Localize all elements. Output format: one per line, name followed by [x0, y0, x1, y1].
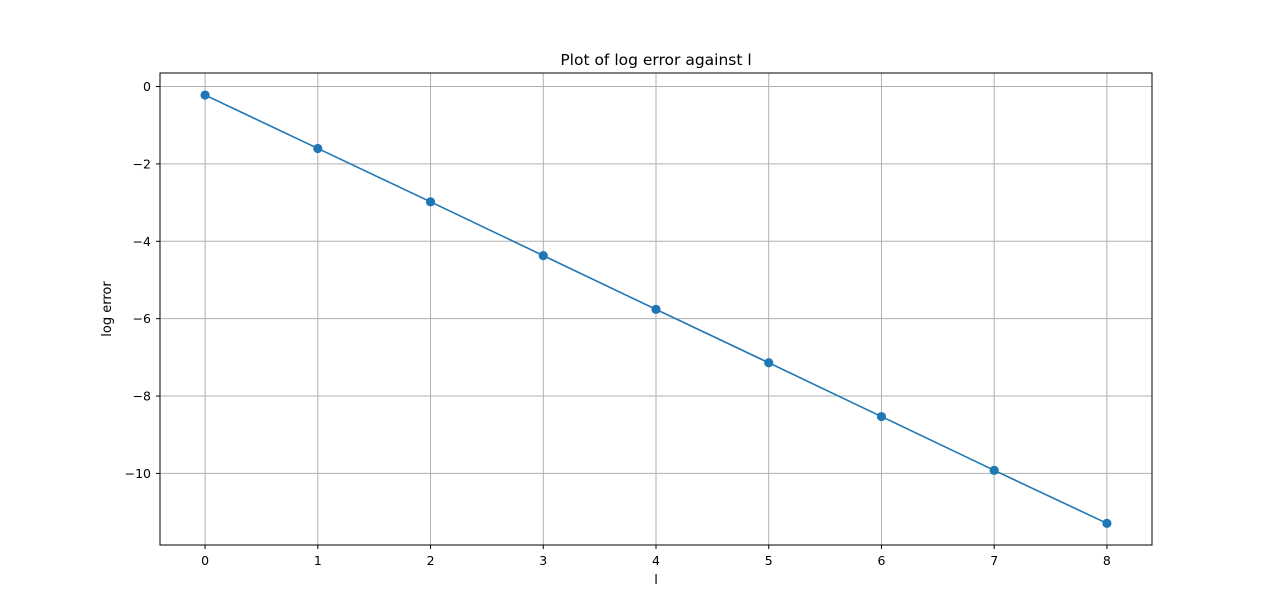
y-tick-label: −6 [133, 311, 151, 326]
data-point [989, 465, 999, 475]
series-layer [200, 90, 1112, 528]
x-tick-label: 8 [1103, 553, 1111, 568]
y-tick-label: 0 [143, 79, 151, 94]
data-point [538, 251, 548, 261]
x-tick-label: 4 [652, 553, 660, 568]
x-tick-label: 6 [877, 553, 885, 568]
y-tick-label: −10 [125, 466, 151, 481]
data-point [1102, 518, 1112, 528]
data-point [313, 143, 323, 154]
data-point [764, 358, 774, 368]
x-tick-label: 7 [990, 553, 998, 568]
x-tick-label: 2 [427, 553, 435, 568]
x-tick-label: 3 [539, 553, 547, 568]
data-point [876, 411, 887, 422]
data-point [200, 90, 210, 100]
y-tick-label: −4 [133, 234, 151, 249]
grid [160, 73, 1152, 545]
x-tick-label: 1 [314, 553, 322, 568]
x-axis-label: l [654, 573, 658, 588]
data-point [651, 304, 661, 314]
x-tick-label: 5 [765, 553, 773, 568]
y-tick-label: −2 [133, 156, 151, 171]
x-tick-label: 0 [201, 553, 209, 568]
ticks: 0 1 2 3 4 5 6 7 8 0 −2 −4 −6 −8 −10 [125, 79, 1111, 568]
y-axis-label: log error [100, 281, 115, 337]
chart-title: Plot of log error against l [560, 51, 751, 69]
y-tick-label: −8 [133, 389, 151, 404]
data-point [425, 197, 436, 207]
